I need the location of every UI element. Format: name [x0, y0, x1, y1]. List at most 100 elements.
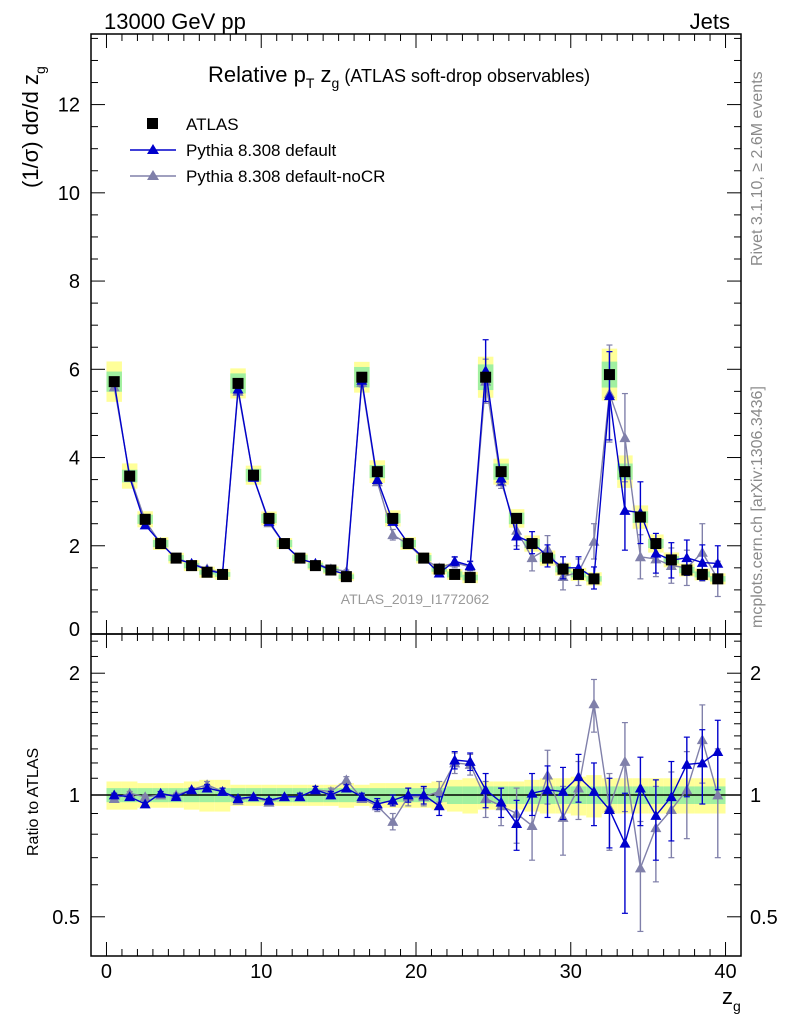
point-atlas	[681, 564, 693, 576]
ratio-point-nocr	[433, 786, 445, 796]
legend-label-atlas: ATLAS	[186, 115, 239, 134]
plot-title: Relative pT zg (ATLAS soft-drop observab…	[208, 62, 590, 91]
point-default	[650, 547, 662, 558]
point-atlas	[325, 564, 337, 576]
x-tick-label: 0	[101, 961, 112, 983]
ratio-point-default	[294, 791, 306, 802]
ratio-point-default	[108, 789, 120, 800]
point-nocr	[619, 432, 631, 443]
rivet-label: Rivet 3.1.10, ≥ 2.6M events	[749, 71, 766, 266]
point-atlas	[557, 563, 569, 575]
point-atlas	[124, 470, 136, 482]
x-axis-label: zg	[722, 984, 741, 1014]
point-default	[464, 560, 476, 571]
header-jets: Jets	[690, 9, 730, 34]
point-atlas	[480, 371, 492, 383]
point-atlas	[526, 538, 538, 550]
point-atlas	[155, 538, 167, 550]
ratio-point-nocr	[712, 789, 724, 800]
point-atlas	[387, 512, 399, 524]
x-tick-label: 20	[405, 961, 427, 983]
ratio-point-default	[681, 758, 693, 769]
point-atlas	[449, 568, 461, 580]
ratio-point-default	[124, 791, 136, 802]
ratio-point-default	[665, 791, 677, 802]
point-default	[619, 504, 631, 515]
point-default	[449, 555, 461, 566]
ratio-point-default	[371, 798, 383, 809]
point-atlas	[542, 552, 554, 564]
point-atlas	[186, 560, 198, 572]
ratio-point-default	[387, 794, 399, 805]
y-tick-label: 8	[69, 271, 80, 293]
point-default	[371, 474, 383, 484]
ratio-point-default	[464, 756, 476, 766]
legend-marker-atlas	[147, 118, 158, 129]
analysis-watermark: ATLAS_2019_I1772062	[341, 591, 490, 607]
y-tick-label: 10	[58, 183, 80, 205]
point-atlas	[433, 563, 445, 575]
ratio-point-default	[232, 793, 244, 803]
point-atlas	[511, 512, 523, 524]
point-atlas	[402, 538, 414, 550]
point-default	[495, 472, 507, 483]
legend: ATLAS Pythia 8.308 default Pythia 8.308 …	[130, 115, 385, 186]
mcplots-label: mcplots.cern.ch [arXiv:1306.3436]	[749, 386, 766, 628]
ratio-point-default	[201, 782, 213, 793]
point-atlas	[278, 538, 290, 550]
ratio-point-default	[325, 789, 337, 800]
point-nocr	[526, 552, 538, 563]
point-atlas	[201, 566, 213, 578]
point-atlas	[650, 538, 662, 550]
point-default	[681, 552, 693, 563]
legend-label-default: Pythia 8.308 default	[186, 141, 337, 160]
point-atlas	[139, 513, 151, 525]
ratio-point-default	[170, 791, 182, 802]
point-atlas	[356, 371, 368, 383]
ratio-point-default	[526, 787, 538, 798]
ratio-tick-label-left: 1	[69, 785, 80, 807]
point-atlas	[464, 572, 476, 584]
ratio-point-nocr	[139, 791, 151, 802]
point-atlas	[309, 560, 321, 572]
y-tick-label: 12	[58, 95, 80, 117]
ratio-point-default	[449, 754, 461, 765]
y-tick-label: 0	[69, 619, 80, 641]
ratio-point-default	[588, 786, 600, 796]
ratio-point-default	[433, 800, 445, 811]
ratio-point-nocr	[387, 816, 399, 826]
legend-marker-default	[147, 144, 159, 154]
ratio-point-default	[557, 786, 569, 796]
ratio-point-nocr	[588, 698, 600, 709]
ratio-point-default	[356, 791, 368, 802]
ratio-point-default	[309, 784, 321, 795]
ratio-point-default	[542, 784, 554, 795]
point-atlas	[603, 369, 615, 381]
point-default	[603, 390, 615, 401]
ratio-point-default	[402, 789, 414, 800]
point-atlas	[340, 571, 352, 583]
point-atlas	[217, 568, 229, 580]
ratio-point-default	[712, 746, 724, 757]
ratio-point-default	[263, 794, 275, 805]
ratio-point-nocr	[526, 820, 538, 831]
ratio-point-default	[139, 798, 151, 809]
ratio-point-default	[155, 787, 167, 798]
y-tick-label: 4	[69, 448, 80, 470]
legend-marker-nocr	[147, 170, 159, 180]
point-atlas	[170, 552, 182, 564]
point-default	[696, 557, 708, 567]
legend-label-nocr: Pythia 8.308 default-noCR	[186, 167, 385, 186]
ratio-point-default	[603, 804, 615, 815]
point-atlas	[696, 568, 708, 580]
ratio-point-default	[186, 784, 198, 795]
ratio-point-default	[619, 837, 631, 848]
ratio-point-default	[480, 784, 492, 795]
ratio-line-default	[114, 751, 719, 846]
ratio-point-default	[217, 786, 229, 796]
point-atlas	[573, 568, 584, 580]
point-nocr	[634, 551, 646, 562]
point-atlas	[248, 469, 259, 481]
point-atlas	[588, 573, 600, 585]
